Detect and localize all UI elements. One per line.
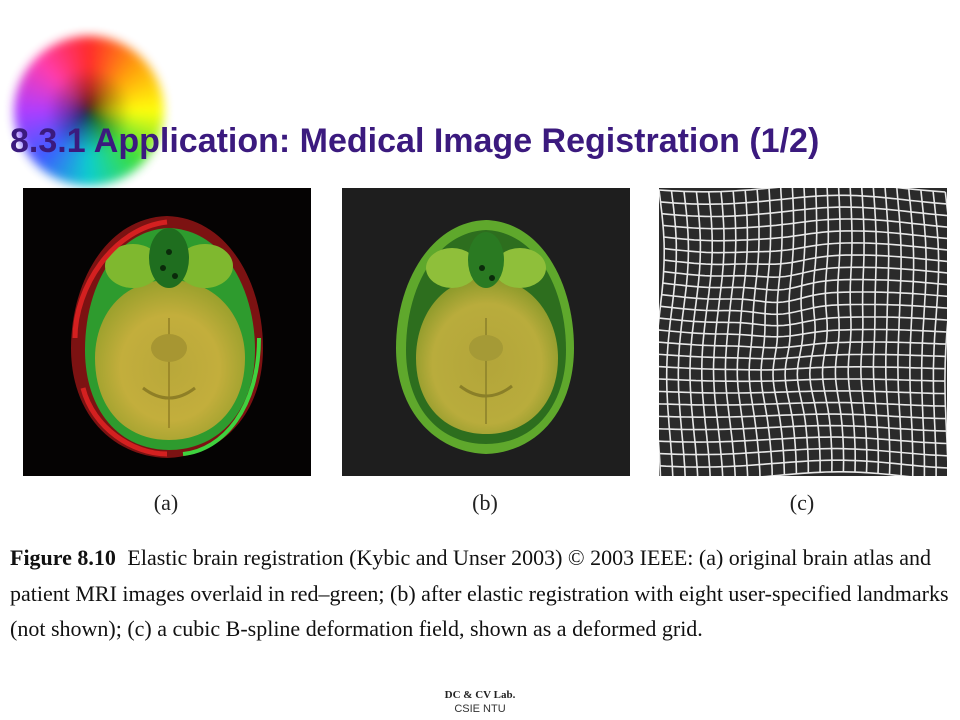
grid-line-horizontal [661,291,947,304]
grid-line-vertical [908,188,915,476]
grid-line-horizontal [659,436,947,445]
brain-overlay-b-image [396,220,574,454]
brain-overlay-a-image [71,216,263,458]
grid-line-vertical [944,191,947,462]
figure-number: Figure 8.10 [10,545,116,570]
panel-c-label: (c) [789,490,815,515]
color-wheel-logo [14,36,164,186]
panel-b-label: (b) [472,490,498,515]
grid-line-vertical [677,191,690,476]
grid-line-vertical [884,188,891,475]
grid-line-horizontal [659,188,946,193]
grid-line-vertical [808,188,821,473]
grid-line-horizontal [663,266,947,279]
grid-line-horizontal [664,254,947,266]
figure-panel-a [23,188,311,476]
grid-line-horizontal [659,447,947,457]
grid-line-horizontal [662,278,947,291]
grid-line-vertical [760,188,773,476]
figure-caption-text: Elastic brain registration (Kybic and Un… [10,545,949,641]
grid-line-vertical [932,191,940,476]
grid-line-vertical [896,188,903,476]
grid-line-vertical [784,188,798,474]
grid-line-vertical [659,189,665,476]
slide-title: 8.3.1 Application: Medical Image Registr… [10,122,820,160]
figure-panel-c [659,188,947,476]
footer-lab: DC & CV Lab. [444,689,516,701]
grid-line-horizontal [660,303,947,316]
figure-panel-b [342,188,630,476]
grid-line-vertical [772,188,786,475]
figure-caption: Figure 8.10 Elastic brain registration (… [10,540,958,647]
footer-institution: CSIE NTU [454,703,506,715]
grid-line-horizontal [659,424,947,432]
grid-line-horizontal [762,471,911,476]
grid-line-vertical [748,189,761,476]
grid-line-horizontal [660,194,947,205]
grid-line-horizontal [659,413,946,420]
footer: DC & CV Lab. CSIE NTU [380,688,580,716]
grid-line-vertical [736,190,749,476]
grid-line-vertical [920,189,927,476]
grid-line-vertical [665,190,678,476]
grid-line-horizontal [659,459,947,469]
deformed-grid-image [659,188,947,476]
grid-line-vertical [796,188,810,473]
panel-a-label: (a) [153,490,179,515]
